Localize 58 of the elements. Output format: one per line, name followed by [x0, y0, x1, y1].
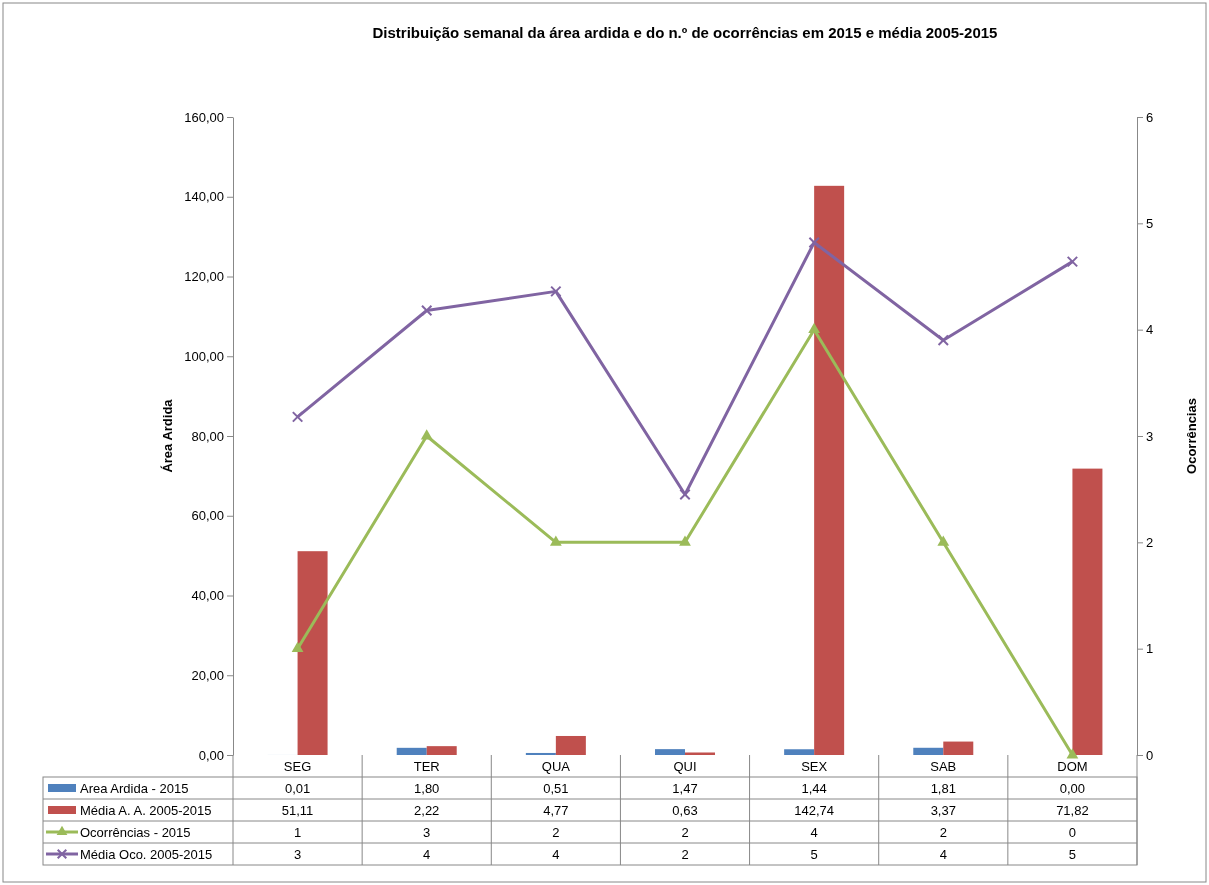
y-tick-label: 20,00 — [191, 667, 224, 683]
data-label: 1,47 — [672, 781, 698, 796]
y2-tick-label: 0 — [1146, 747, 1154, 763]
x-tick-label: SAB — [930, 759, 957, 774]
y-tick-label: 100,00 — [184, 348, 224, 364]
y-tick-label: 60,00 — [191, 508, 224, 524]
x-tick-label: SEX — [801, 759, 828, 774]
y-tick-label: 160,00 — [184, 109, 224, 125]
y-axis-title: Área Ardida — [160, 398, 175, 473]
x-tick-label: DOM — [1057, 759, 1088, 774]
data-label: 4 — [810, 825, 818, 840]
data-label: 3 — [293, 847, 302, 862]
data-label: 2 — [939, 825, 947, 840]
legend-label: Ocorrências - 2015 — [80, 825, 191, 840]
data-label: 0,01 — [284, 781, 311, 796]
data-label: 2 — [681, 825, 689, 840]
data-label: 1,80 — [414, 781, 440, 796]
chart-title: Distribuição semanal da área ardida e do n.º de ocorrências em 2015 e média 2005-2015 — [372, 24, 998, 41]
data-label: 51,11 — [281, 803, 314, 818]
data-label: 2 — [552, 825, 560, 840]
data-label: 0,51 — [543, 781, 569, 796]
data-label: 3,37 — [930, 803, 956, 818]
data-label: 4,77 — [543, 803, 569, 818]
data-label: 4 — [552, 847, 560, 862]
y2-tick-label: 6 — [1146, 109, 1154, 125]
x-tick-label: QUA — [541, 759, 571, 774]
x-tick-label: SEG — [283, 759, 312, 774]
y-tick-label: 140,00 — [184, 189, 224, 205]
data-label: 0,00 — [1059, 781, 1086, 796]
y-tick-label: 40,00 — [191, 588, 224, 604]
x-tick-label: TER — [413, 759, 440, 774]
y2-tick-label: 2 — [1146, 534, 1154, 550]
y2-tick-label: 4 — [1146, 322, 1154, 338]
data-label: 0 — [1068, 825, 1077, 840]
data-label: 2 — [681, 847, 689, 862]
y2-axis-title: Ocorrências — [1184, 398, 1199, 474]
data-label: 4 — [939, 847, 947, 862]
data-label: 0,63 — [672, 803, 698, 818]
data-label: 2,22 — [414, 803, 440, 818]
x-tick-label: QUI — [673, 759, 697, 774]
y-tick-label: 0,00 — [198, 747, 224, 763]
y-tick-label: 80,00 — [191, 428, 224, 444]
y-tick-label: 120,00 — [184, 269, 224, 285]
data-label: 1,44 — [801, 781, 827, 796]
legend-label: Média Oco. 2005-2015 — [80, 847, 213, 862]
legend-label: Média A. A. 2005-2015 — [80, 803, 212, 818]
data-label: 5 — [810, 847, 818, 862]
data-label: 3 — [423, 825, 431, 840]
y2-tick-label: 5 — [1146, 215, 1154, 231]
data-label: 4 — [423, 847, 431, 862]
data-label: 1 — [293, 825, 302, 840]
y2-tick-label: 1 — [1146, 641, 1154, 657]
data-label: 142,74 — [794, 803, 835, 818]
data-label: 5 — [1068, 847, 1077, 862]
y2-tick-label: 3 — [1146, 428, 1154, 444]
data-label: 1,81 — [930, 781, 956, 796]
legend-label: Area Ardida - 2015 — [80, 781, 189, 796]
data-label: 71,82 — [1056, 803, 1089, 818]
